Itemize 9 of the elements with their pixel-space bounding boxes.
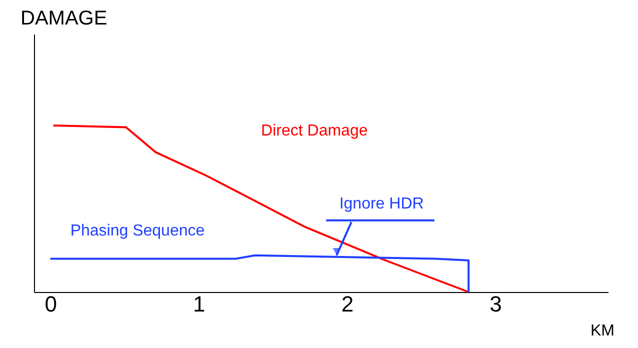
text: Direct Damage: [261, 122, 368, 140]
x-tick-label: 2: [341, 292, 354, 316]
annotation: Ignore HDR: [339, 195, 424, 212]
x-tick-label: 1: [193, 292, 206, 316]
y-axis-title: DAMAGE: [20, 8, 108, 30]
series-label: Phasing Sequence: [70, 222, 205, 240]
x-axis-title: KM: [590, 322, 614, 340]
x-tick-label: 0: [44, 292, 57, 316]
x-tick-label: 3: [490, 292, 502, 316]
